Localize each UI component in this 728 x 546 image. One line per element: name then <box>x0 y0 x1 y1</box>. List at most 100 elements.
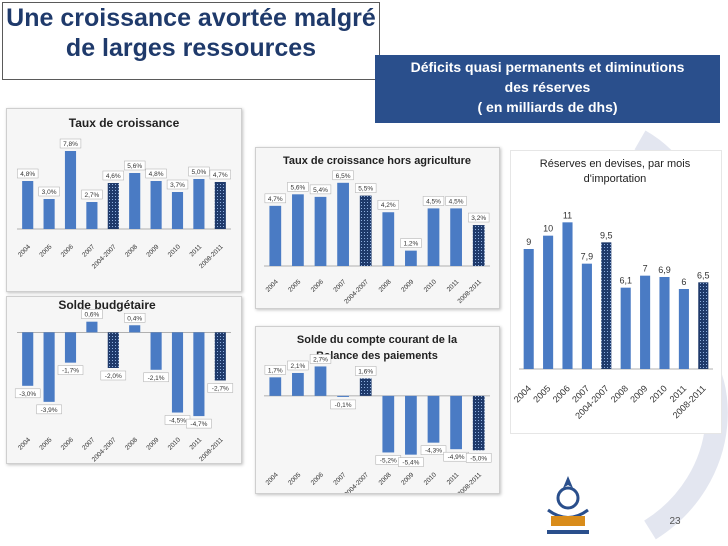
chart-data-label-box <box>377 199 399 210</box>
chart-category-label: 2005 <box>38 436 53 451</box>
chart-data-label-box <box>124 160 146 171</box>
chart-data-label-box <box>332 170 354 181</box>
chart-bar <box>581 263 592 369</box>
chart-data-label: 1,6% <box>358 368 373 375</box>
chart-bar <box>620 287 631 369</box>
chart-bar <box>427 395 440 443</box>
chart-data-label: 7,9 <box>581 252 594 262</box>
chart-category-label: 2004 <box>512 383 533 404</box>
chart-data-label-box <box>420 445 447 455</box>
chart-bar <box>22 181 34 229</box>
chart-data-label-box <box>102 170 124 181</box>
chart-data-label: 9,5 <box>600 230 613 240</box>
chart-category-label: 2009 <box>145 436 160 451</box>
chart-bar <box>314 366 327 396</box>
chart-bar <box>150 332 162 370</box>
chart-data-label: 5,5% <box>358 186 373 193</box>
chart-data-label: 4,7% <box>268 196 283 203</box>
chart-data-label: -4,5% <box>169 418 186 425</box>
chart-bar <box>43 199 55 229</box>
chart-data-label: -4,3% <box>425 448 442 455</box>
chart-bar <box>269 205 282 266</box>
growth-non-agri-chart: Taux de croissance hors agriculture 4,7% 2… <box>264 155 490 305</box>
chart-category-label: 2011 <box>446 278 461 293</box>
chart-category-label: 2010 <box>423 471 438 486</box>
chart-category-label: 2004 <box>17 436 32 451</box>
chart-category-label: 2008 <box>124 243 139 258</box>
chart-bar <box>64 151 77 229</box>
chart-data-label: 11 <box>563 210 572 220</box>
chart-data-label: 4,2% <box>381 202 396 209</box>
subtitle-line1: Déficits quasi permanents et diminutions <box>410 59 685 75</box>
chart-data-label-box <box>57 365 84 375</box>
chart-category-label: 2009 <box>145 243 160 258</box>
chart-bar <box>193 332 205 417</box>
chart-data-label-box <box>59 138 82 149</box>
chart-data-label: 7 <box>643 264 648 274</box>
chart-title: Réserves en devises, par mois <box>540 158 691 170</box>
chart-data-label-box <box>81 309 103 319</box>
chart-data-label-box <box>264 365 286 375</box>
chart-bar <box>640 275 651 369</box>
chart-bar <box>678 289 689 369</box>
chart-data-label: 4,8% <box>20 171 35 178</box>
chart-bar <box>337 395 349 397</box>
slide-title-line2: de larges ressources <box>65 34 317 62</box>
chart-bar <box>214 182 226 229</box>
chart-data-label: -4,9% <box>448 454 465 461</box>
chart-data-label-box <box>355 366 377 376</box>
chart-data-label: 10 <box>543 224 553 234</box>
chart-data-label: 3,0% <box>42 189 57 196</box>
chart-data-label: -2,0% <box>105 373 122 380</box>
chart-data-label: 3,2% <box>471 215 486 222</box>
chart-title: Solde du compte courant de la <box>297 334 458 346</box>
growth-chart: Taux de croissance 4,8% 2004 3,0% 2005 7,8% 20… <box>17 116 231 270</box>
chart-data-label-box <box>287 182 309 192</box>
chart-data-label-box <box>309 184 332 195</box>
chart-bar <box>405 250 417 266</box>
chart-data-label: 9 <box>526 237 531 247</box>
chart-data-label: 5,4% <box>313 187 328 194</box>
chart-data-label-box <box>166 179 189 190</box>
chart-data-label-box <box>124 313 146 323</box>
chart-data-label: 4,8% <box>149 171 164 178</box>
chart-data-label-box <box>209 169 231 180</box>
chart-category-label: 2010 <box>648 383 669 404</box>
subtitle-line2: des réserves <box>504 79 591 95</box>
chart-category-label: 2010 <box>423 278 438 293</box>
chart-category-label: 2011 <box>188 243 203 258</box>
chart-data-label: -3,0% <box>19 391 36 398</box>
chart-bar <box>86 202 98 229</box>
chart-bar <box>523 249 534 369</box>
chart-data-label: -5,0% <box>470 455 487 462</box>
chart-data-label: 5,0% <box>191 169 206 176</box>
chart-category-label: 2004-2007 <box>343 471 370 493</box>
chart-data-label-box <box>81 189 103 200</box>
chart-bar <box>427 208 440 266</box>
chart-data-label-box <box>264 193 286 204</box>
chart-category-label: 2006 <box>60 436 75 451</box>
chart-bar <box>450 395 462 450</box>
chart-data-label-box <box>207 383 234 393</box>
chart-data-label-box <box>186 418 212 429</box>
chart-category-label: 2004-2007 <box>343 278 370 305</box>
chart-data-label: 4,5% <box>426 198 441 205</box>
reserves-chart: Réserves en devises, par mois d'importati… <box>512 158 713 421</box>
chart-category-label: 2005 <box>531 383 552 404</box>
chart-data-label: 0,4% <box>127 315 142 322</box>
subtitle-banner: Déficits quasi permanents et diminutions… <box>375 55 720 123</box>
chart-data-label-box <box>145 168 167 179</box>
chart-bar <box>382 212 395 266</box>
subtitle-line3: ( en milliards de dhs) <box>477 99 618 115</box>
chart-title: Solde budgétaire <box>58 298 156 312</box>
chart-category-label: 2006 <box>310 471 325 486</box>
chart-bar <box>382 395 395 453</box>
chart-data-label-box <box>309 354 332 364</box>
chart-category-label: 2008 <box>378 278 393 293</box>
chart-bar <box>292 372 304 396</box>
chart-data-label: 4,6% <box>106 173 121 180</box>
chart-data-label: -0,1% <box>335 402 352 409</box>
chart-category-label: 2006 <box>310 278 325 293</box>
chart-data-label-box <box>14 388 41 399</box>
chart-category-label: 2005 <box>287 471 302 486</box>
